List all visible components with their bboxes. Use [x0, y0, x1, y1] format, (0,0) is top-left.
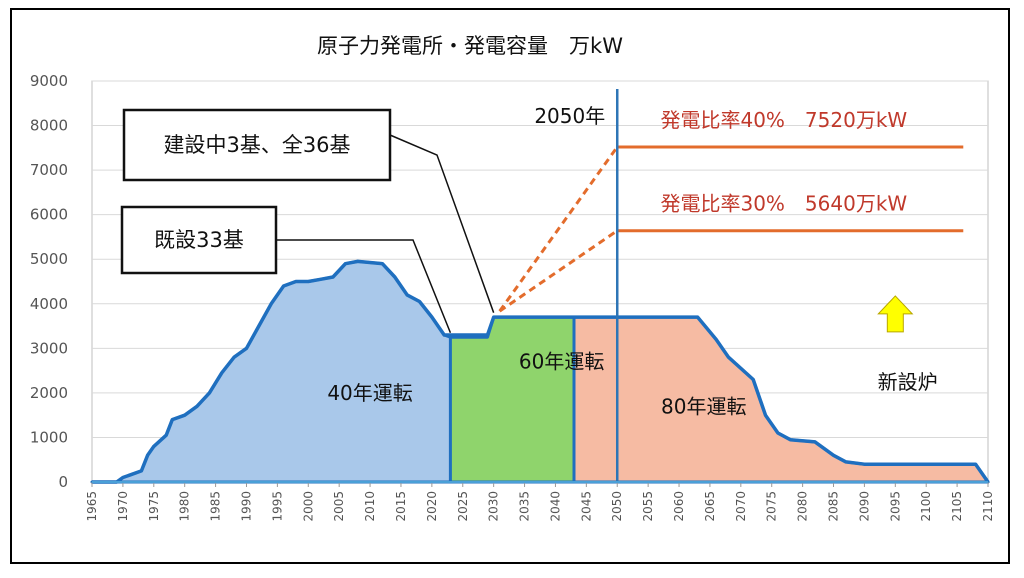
y-tick-label: 2000	[30, 384, 68, 402]
chart-title: 原子力発電所・発電容量 万kW	[317, 34, 623, 58]
y-tick-label: 1000	[30, 428, 68, 446]
y-tick-label: 6000	[30, 206, 68, 224]
series-area-3	[572, 315, 990, 484]
y-tick-label: 8000	[30, 117, 68, 135]
x-tick-label: 2075	[765, 491, 779, 522]
x-tick-label: 2020	[425, 491, 439, 522]
x-tick-label: 2000	[301, 491, 315, 522]
x-tick-label: 2095	[888, 491, 902, 522]
x-tick-label: 2010	[363, 491, 377, 522]
area-label: 60年運転	[519, 350, 604, 374]
x-tick-label: 2080	[796, 491, 810, 522]
x-tick-label: 2005	[332, 491, 346, 522]
callout-box	[122, 108, 392, 182]
x-tick-label: 1995	[270, 491, 284, 522]
y-tick-label: 0	[58, 473, 68, 491]
callout-pointer	[276, 239, 452, 334]
capacity-outline: 2050年	[92, 89, 990, 484]
callout-text: 既設33基	[154, 228, 244, 252]
x-tick-label: 1965	[85, 491, 99, 522]
x-tick-label: 2040	[548, 491, 562, 522]
up-arrow-icon	[877, 295, 914, 333]
x-tick-label: 1970	[116, 491, 130, 522]
axes: 0 1000 2000 3000 4000 5000 6000 7000 8000 9000 196…	[30, 72, 995, 522]
y-tick-label: 9000	[30, 72, 68, 90]
target-label: 発電比率30% 5640万kW	[660, 192, 907, 216]
callout-pointer	[389, 134, 495, 313]
annotations: 40年運転 60年運転 80年運転 新設炉	[327, 295, 938, 418]
target-ramp-line	[498, 229, 619, 313]
x-tick-label: 2070	[734, 491, 748, 522]
x-tick-label: 2105	[950, 491, 964, 522]
y-tick-label: 4000	[30, 295, 68, 313]
x-tick-label: 2045	[579, 491, 593, 522]
x-tick-label: 1980	[178, 491, 192, 522]
y-tick-label: 5000	[30, 250, 68, 268]
target-label: 発電比率40% 7520万kW	[660, 108, 907, 132]
x-tick-label: 2030	[487, 491, 501, 522]
x-tick-label: 2090	[857, 491, 871, 522]
area-label: 40年運転	[327, 381, 412, 405]
x-tick-label: 2085	[827, 491, 841, 522]
x-tick-label: 2060	[672, 491, 686, 522]
x-tick-label: 1990	[239, 491, 253, 522]
callout-box	[120, 205, 278, 275]
x-tick-label: 2110	[981, 491, 995, 522]
x-tick-label: 1985	[209, 491, 223, 522]
x-tick-label: 2055	[641, 491, 655, 522]
y-tick-label: 3000	[30, 339, 68, 357]
x-tick-label: 2100	[919, 491, 933, 522]
year-2050-label: 2050年	[534, 104, 605, 128]
x-tick-label: 2065	[703, 491, 717, 522]
x-tick-label: 2050	[610, 491, 624, 522]
x-tick-label: 2025	[456, 491, 470, 522]
capacity-outline-line	[92, 259, 990, 484]
area-label: 新設炉	[878, 370, 938, 394]
area-label: 80年運転	[661, 394, 746, 418]
target-ramp-line	[498, 146, 619, 313]
x-tick-label: 2035	[518, 491, 532, 522]
x-tick-label: 2015	[394, 491, 408, 522]
target-lines: 発電比率40% 7520万kW 発電比率30% 5640万kW	[498, 108, 964, 313]
x-tick-label: 1975	[147, 491, 161, 522]
y-tick-label: 7000	[30, 161, 68, 179]
callout-text: 建設中3基、全36基	[163, 133, 350, 157]
